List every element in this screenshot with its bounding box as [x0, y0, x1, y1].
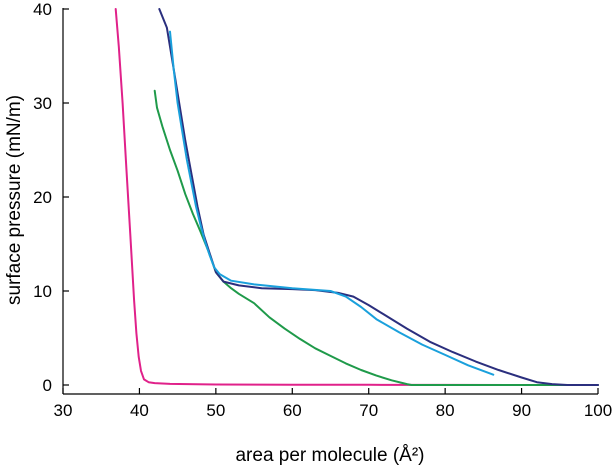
x-ticks: 30 40 50 60 70 80 90 100: [54, 388, 612, 420]
x-tick-label: 40: [130, 401, 149, 420]
series-line-navy: [158, 8, 599, 386]
x-axis-title: area per molecule (Å²): [235, 445, 424, 466]
y-tick-label: 40: [33, 0, 52, 19]
plot-lines: [114, 8, 599, 386]
x-tick-label: 60: [283, 401, 302, 420]
x-tick-label: 90: [512, 401, 531, 420]
y-ticks: 0 10 20 30 40: [33, 0, 69, 395]
y-tick-label: 0: [43, 376, 52, 395]
x-tick-label: 80: [436, 401, 455, 420]
y-axis-title: surface pressure (mN/m): [4, 95, 25, 305]
series-line-cyan: [169, 30, 495, 376]
x-tick-label: 50: [206, 401, 225, 420]
x-tick-label: 70: [359, 401, 378, 420]
series-line-green: [153, 89, 599, 386]
y-tick-label: 10: [33, 282, 52, 301]
axes: [62, 8, 598, 395]
x-tick-label: 30: [54, 401, 73, 420]
y-tick-label: 30: [33, 94, 52, 113]
x-tick-label: 100: [584, 401, 612, 420]
series-line-magenta: [114, 8, 599, 386]
y-tick-label: 20: [33, 188, 52, 207]
